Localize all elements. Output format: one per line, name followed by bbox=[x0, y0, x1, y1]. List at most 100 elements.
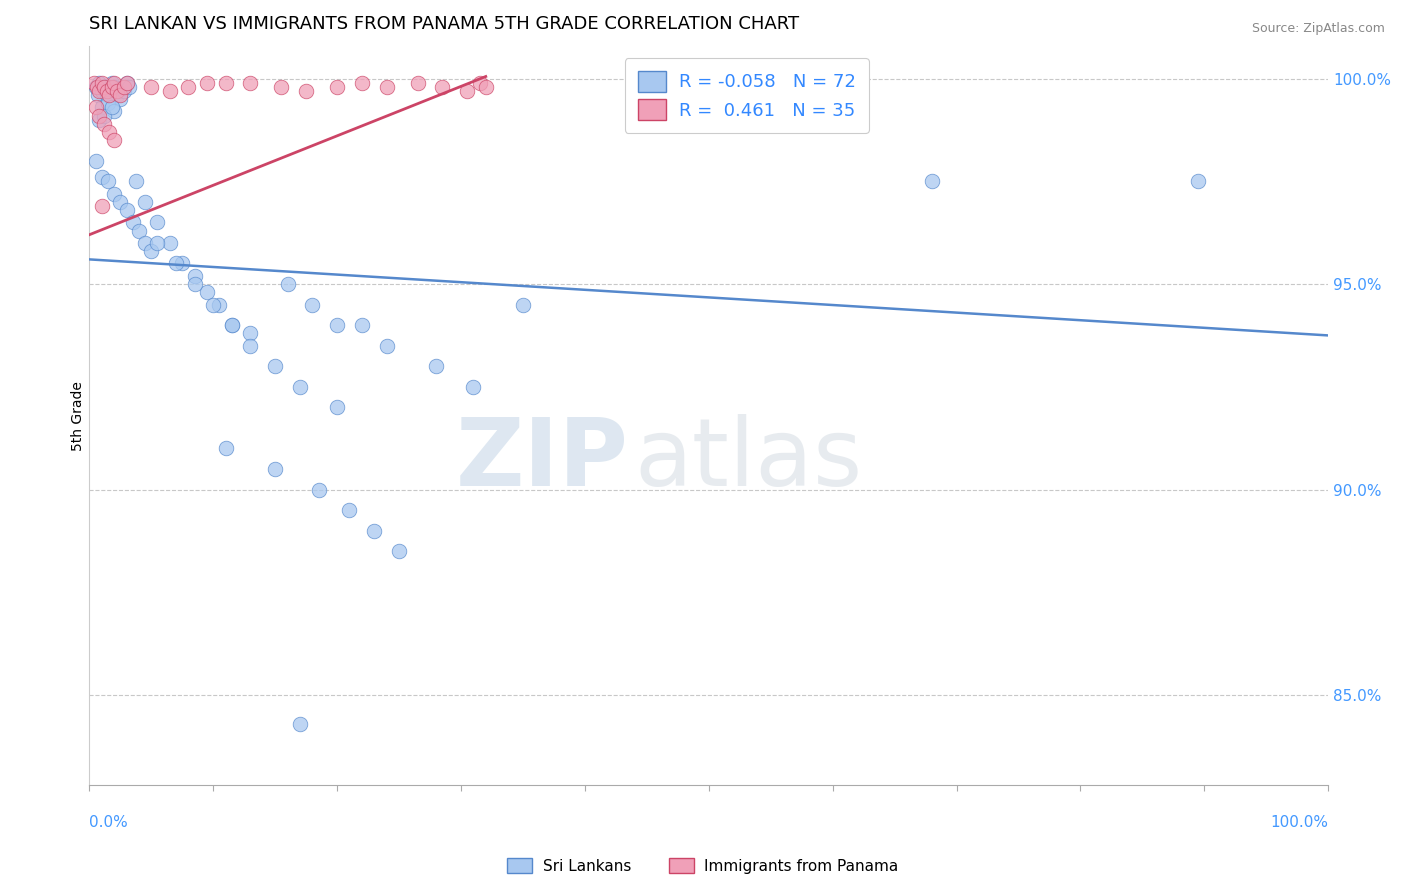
Point bbox=[110, 194, 132, 209]
Point bbox=[165, 256, 187, 270]
Point bbox=[195, 285, 218, 300]
Point bbox=[432, 79, 454, 94]
Point bbox=[110, 87, 132, 102]
Point bbox=[221, 318, 243, 333]
Point bbox=[146, 215, 169, 229]
Point bbox=[89, 84, 111, 98]
Point bbox=[121, 215, 143, 229]
Point bbox=[90, 84, 112, 98]
Point bbox=[921, 174, 943, 188]
Point bbox=[456, 84, 478, 98]
Point bbox=[115, 76, 138, 90]
Point bbox=[375, 339, 398, 353]
Point bbox=[474, 79, 496, 94]
Point bbox=[239, 326, 262, 341]
Point bbox=[183, 268, 205, 283]
Point bbox=[98, 125, 121, 139]
Point bbox=[221, 318, 243, 333]
Point bbox=[112, 79, 135, 94]
Point bbox=[98, 84, 121, 98]
Point bbox=[93, 117, 115, 131]
Point bbox=[90, 100, 112, 114]
Point bbox=[103, 133, 125, 147]
Point bbox=[141, 79, 163, 94]
Text: SRI LANKAN VS IMMIGRANTS FROM PANAMA 5TH GRADE CORRELATION CHART: SRI LANKAN VS IMMIGRANTS FROM PANAMA 5TH… bbox=[90, 15, 800, 33]
Point bbox=[277, 277, 299, 291]
Point bbox=[239, 339, 262, 353]
Point bbox=[103, 76, 125, 90]
Text: atlas: atlas bbox=[634, 414, 863, 506]
Point bbox=[98, 87, 121, 102]
Point bbox=[103, 79, 125, 94]
Point bbox=[84, 100, 107, 114]
Point bbox=[177, 79, 200, 94]
Point bbox=[172, 256, 194, 270]
Point bbox=[105, 84, 128, 98]
Legend: R = -0.058   N = 72, R =  0.461   N = 35: R = -0.058 N = 72, R = 0.461 N = 35 bbox=[624, 58, 869, 133]
Point bbox=[202, 297, 225, 311]
Point bbox=[118, 79, 141, 94]
Point bbox=[406, 76, 429, 90]
Point bbox=[128, 224, 150, 238]
Point bbox=[214, 76, 236, 90]
Point bbox=[93, 109, 115, 123]
Y-axis label: 5th Grade: 5th Grade bbox=[72, 381, 86, 450]
Text: 100.0%: 100.0% bbox=[1270, 815, 1329, 830]
Point bbox=[264, 462, 287, 476]
Point bbox=[125, 174, 148, 188]
Point bbox=[326, 401, 349, 415]
Point bbox=[96, 87, 118, 102]
Point bbox=[270, 79, 292, 94]
Point bbox=[100, 79, 122, 94]
Point bbox=[388, 544, 411, 558]
Point bbox=[214, 442, 236, 456]
Point bbox=[183, 277, 205, 291]
Point bbox=[89, 109, 111, 123]
Point bbox=[115, 76, 138, 90]
Point bbox=[87, 87, 110, 102]
Point bbox=[90, 170, 112, 185]
Point bbox=[195, 76, 218, 90]
Point bbox=[89, 112, 111, 127]
Point bbox=[96, 84, 118, 98]
Point bbox=[86, 79, 108, 94]
Point bbox=[105, 87, 128, 102]
Point bbox=[97, 174, 120, 188]
Point bbox=[115, 203, 138, 218]
Point bbox=[301, 297, 323, 311]
Point bbox=[288, 716, 311, 731]
Text: Source: ZipAtlas.com: Source: ZipAtlas.com bbox=[1251, 22, 1385, 36]
Point bbox=[308, 483, 330, 497]
Point bbox=[208, 297, 231, 311]
Text: ZIP: ZIP bbox=[456, 414, 628, 506]
Point bbox=[93, 79, 115, 94]
Text: 0.0%: 0.0% bbox=[90, 815, 128, 830]
Point bbox=[141, 244, 163, 259]
Point bbox=[363, 524, 385, 538]
Legend: Sri Lankans, Immigrants from Panama: Sri Lankans, Immigrants from Panama bbox=[502, 852, 904, 880]
Point bbox=[146, 235, 169, 250]
Point bbox=[1187, 174, 1209, 188]
Point bbox=[425, 359, 447, 374]
Point bbox=[264, 359, 287, 374]
Point bbox=[90, 76, 112, 90]
Point bbox=[463, 380, 485, 394]
Point bbox=[288, 380, 311, 394]
Point bbox=[93, 79, 115, 94]
Point bbox=[159, 235, 181, 250]
Point bbox=[112, 84, 135, 98]
Point bbox=[295, 84, 318, 98]
Point bbox=[159, 84, 181, 98]
Point bbox=[375, 79, 398, 94]
Point bbox=[89, 76, 111, 90]
Point bbox=[326, 318, 349, 333]
Point bbox=[90, 199, 112, 213]
Point bbox=[110, 92, 132, 106]
Point bbox=[97, 96, 120, 111]
Point bbox=[134, 194, 156, 209]
Point bbox=[84, 79, 107, 94]
Point bbox=[350, 318, 373, 333]
Point bbox=[100, 100, 122, 114]
Point bbox=[468, 76, 491, 90]
Point bbox=[100, 76, 122, 90]
